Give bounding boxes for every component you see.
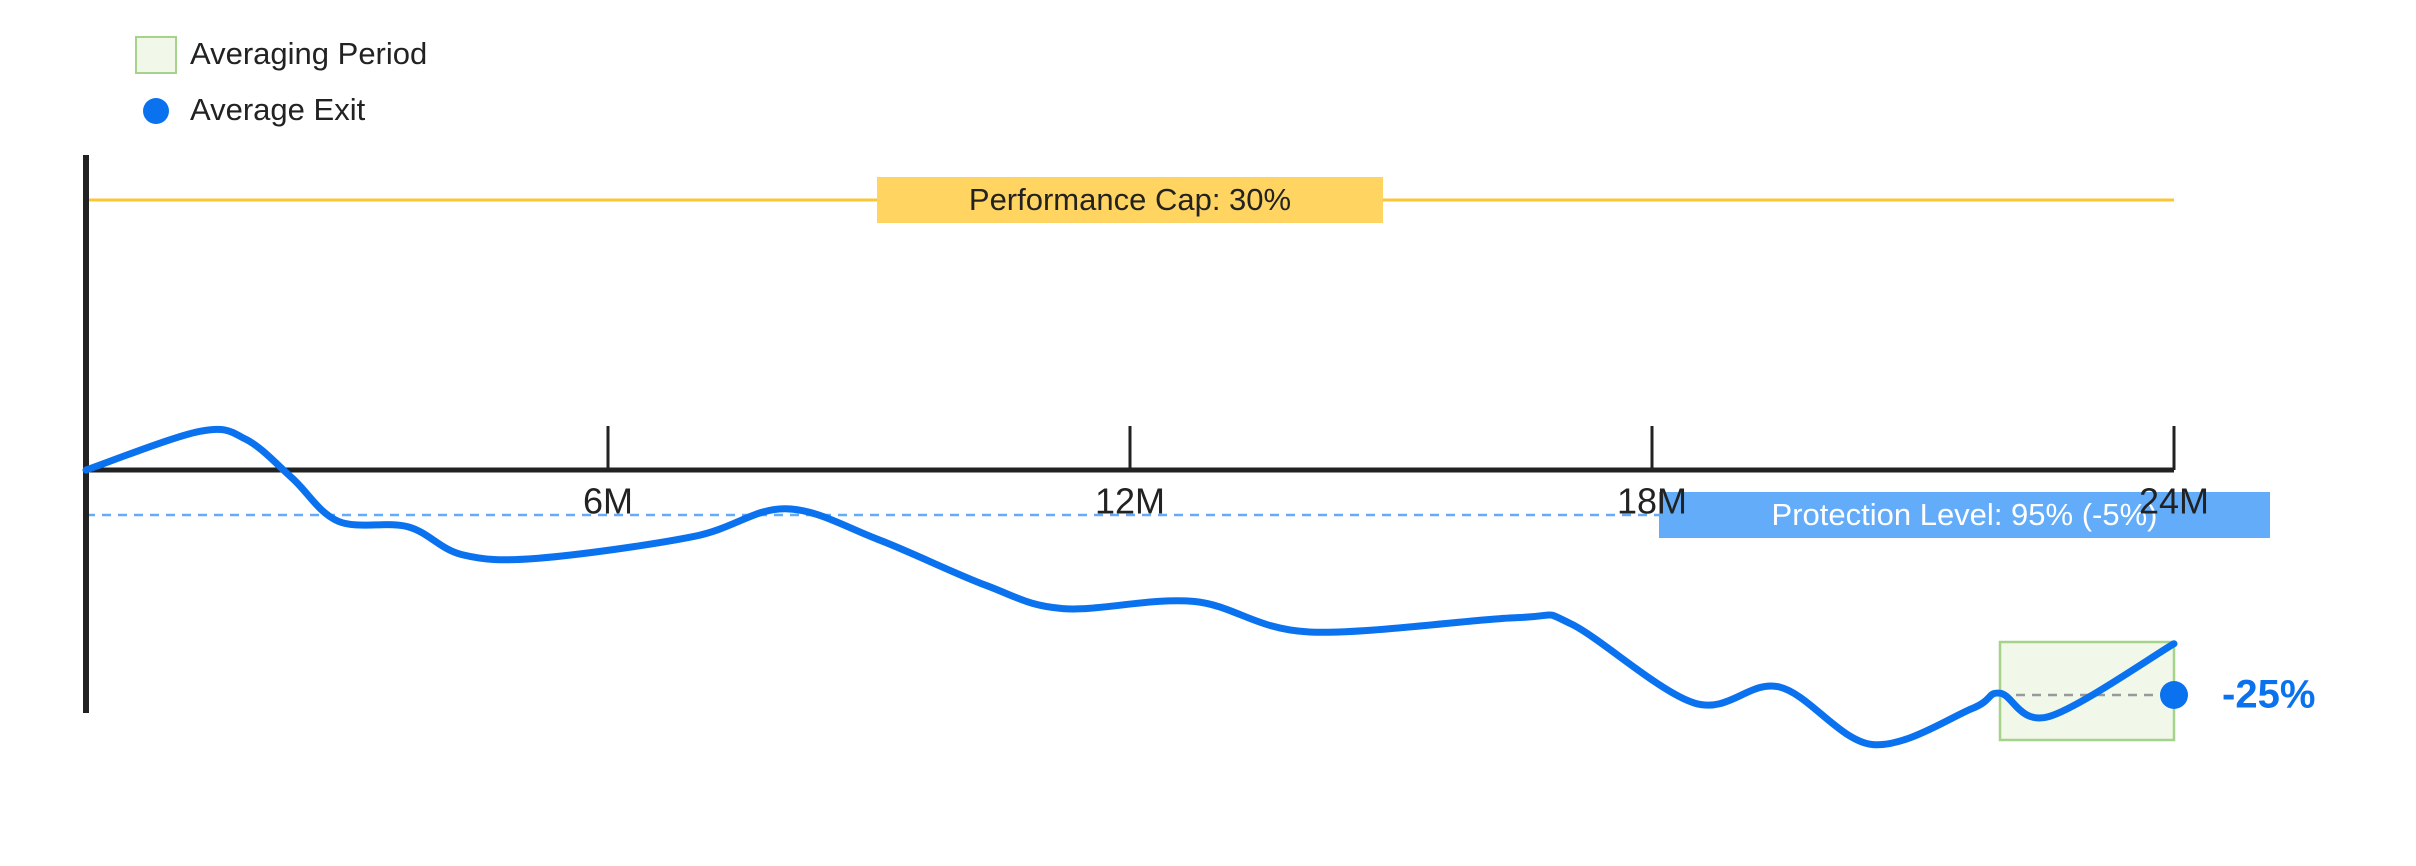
- performance-line: [82, 425, 2178, 749]
- cap-label: Performance Cap: 30%: [969, 182, 1291, 217]
- x-tick-label: 24M: [2139, 481, 2209, 522]
- cap-label-box: [877, 177, 1383, 223]
- x-tick-label: 6M: [583, 481, 633, 522]
- x-tick-label: 18M: [1617, 481, 1687, 522]
- average-exit-dot: [2160, 681, 2188, 709]
- average-exit-label: -25%: [2222, 673, 2315, 717]
- legend-label: Average Exit: [190, 92, 366, 127]
- legend-swatch: [143, 98, 169, 124]
- protection-label-box: [1659, 492, 2270, 538]
- x-tick-label: 12M: [1095, 481, 1165, 522]
- protection-label: Protection Level: 95% (-5%): [1772, 497, 2158, 532]
- legend-swatch: [135, 36, 177, 74]
- legend-label: Averaging Period: [190, 36, 427, 71]
